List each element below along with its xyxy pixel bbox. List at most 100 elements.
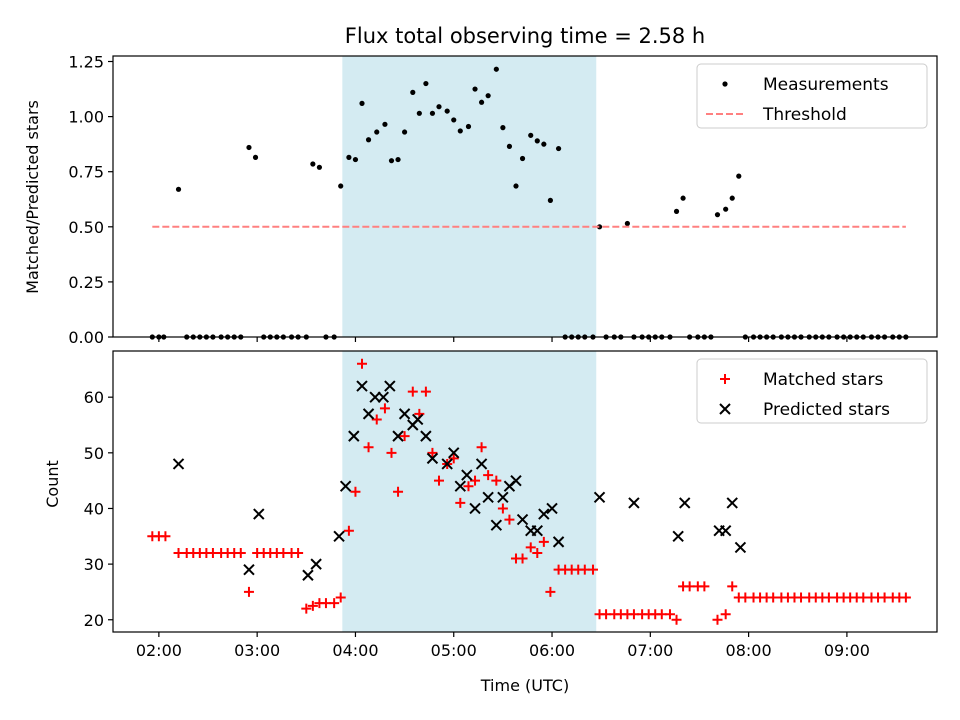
matched-stars-point [727,581,738,592]
measurement-point [410,89,416,95]
legend-label: Predicted stars [763,400,890,420]
y-tick-label: 20 [84,611,104,630]
matched-stars-point [427,447,438,458]
matched-stars-point [545,586,556,597]
matched-stars-point [497,503,508,514]
y-tick-label: 0.75 [68,163,104,182]
matched-stars-point [664,609,675,620]
matched-stars-point [476,442,487,453]
x-tick-label: 06:00 [529,641,575,660]
x-tick-label: 08:00 [726,641,772,660]
predicted-stars-point [369,391,381,403]
x-axis-label: Time (UTC) [480,676,569,695]
measurement-point [175,186,182,192]
matched-stars-point [525,542,536,553]
measurement-point [382,121,388,127]
measurement-point [736,173,742,179]
measurement-point [478,99,485,105]
matched-stars-point [243,586,254,597]
measurement-point [534,138,540,144]
legend-predicted-swatch [719,403,731,415]
predicted-stars-point [490,519,503,531]
predicted-stars-point [516,513,529,526]
matched-stars-point [343,525,354,536]
measurement-point [423,80,429,87]
measurement-point [457,128,463,134]
measurement-point [444,108,450,114]
axes-frame [112,350,938,633]
predicted-stars-point [420,430,432,442]
matched-stars-point [335,592,346,603]
measurement-point [506,143,513,149]
measurement-point [416,110,422,116]
measurement-point [252,154,259,160]
measurement-point [465,123,472,130]
predicted-stars-point [377,391,390,403]
measurement-point [359,100,365,106]
matched-stars-point [357,358,368,369]
x-tick-label: 04:00 [332,641,378,660]
predicted-stars-point [552,536,565,548]
matched-stars-point [301,603,312,614]
measurement-point [352,156,359,163]
predicted-stars-point [362,408,375,420]
legend-label: Measurements [763,75,889,95]
measurement-point [513,183,519,189]
measurement-point [310,161,316,167]
predicted-stars-point [482,491,494,504]
predicted-stars-point [546,502,558,515]
measurement-point [528,132,534,138]
predicted-stars-point [538,508,550,520]
measurement-point [624,220,630,227]
predicted-stars-point [253,508,265,520]
measurement-point [493,66,499,72]
predicted-stars-point [302,569,314,581]
legend-box [696,358,928,424]
measurement-point [365,137,372,143]
matched-stars-point [504,514,515,525]
matched-stars-point [720,609,731,620]
predicted-stars-point [426,452,439,465]
matched-stars-point [407,386,418,397]
matched-stars-point [532,547,543,558]
predicted-stars-point [348,430,360,442]
y-tick-label: 30 [84,555,104,574]
measurement-point [729,195,735,201]
matched-stars-point [350,486,361,497]
matched-stars-point [379,403,390,414]
measurement-point [346,154,352,160]
matched-stars-point [483,470,494,481]
predicted-stars-point [448,447,460,459]
predicted-stars-point [310,558,322,570]
x-tick-label: 05:00 [431,641,477,660]
predicted-stars-point [441,458,453,470]
x-tick-label: 03:00 [234,641,280,660]
measurement-point [401,129,408,135]
matched-stars-point [363,442,374,453]
matched-stars-point [455,497,466,508]
predicted-stars-point [411,413,424,426]
legend-label: Threshold [762,105,847,125]
measurement-point [541,141,547,147]
matched-stars-point [448,453,459,464]
predicted-stars-point [172,458,185,470]
shaded-span [342,56,597,337]
matched-stars-point [538,536,549,547]
predicted-stars-point [679,497,691,509]
matched-stars-point [463,481,474,492]
predicted-stars-point [672,530,684,543]
predicted-stars-point [243,563,255,576]
predicted-stars-point [719,525,732,537]
matched-stars-point [399,431,410,442]
matched-stars-point [699,581,710,592]
matched-stars-point [420,386,431,397]
predicted-stars-point [497,491,509,504]
top-panel: 0.00 0.25 0.50 0.75 1.00 1.25 Measurements Thre… [68,53,938,347]
y-tick-label: 50 [84,444,104,463]
x-tick-label: 09:00 [824,641,870,660]
predicted-stars-point [628,497,640,509]
predicted-stars-point [726,497,738,509]
matched-stars-point [517,553,528,564]
top-y-axis-label: Matched/Predicted stars [23,100,42,294]
legend-box [696,63,928,129]
